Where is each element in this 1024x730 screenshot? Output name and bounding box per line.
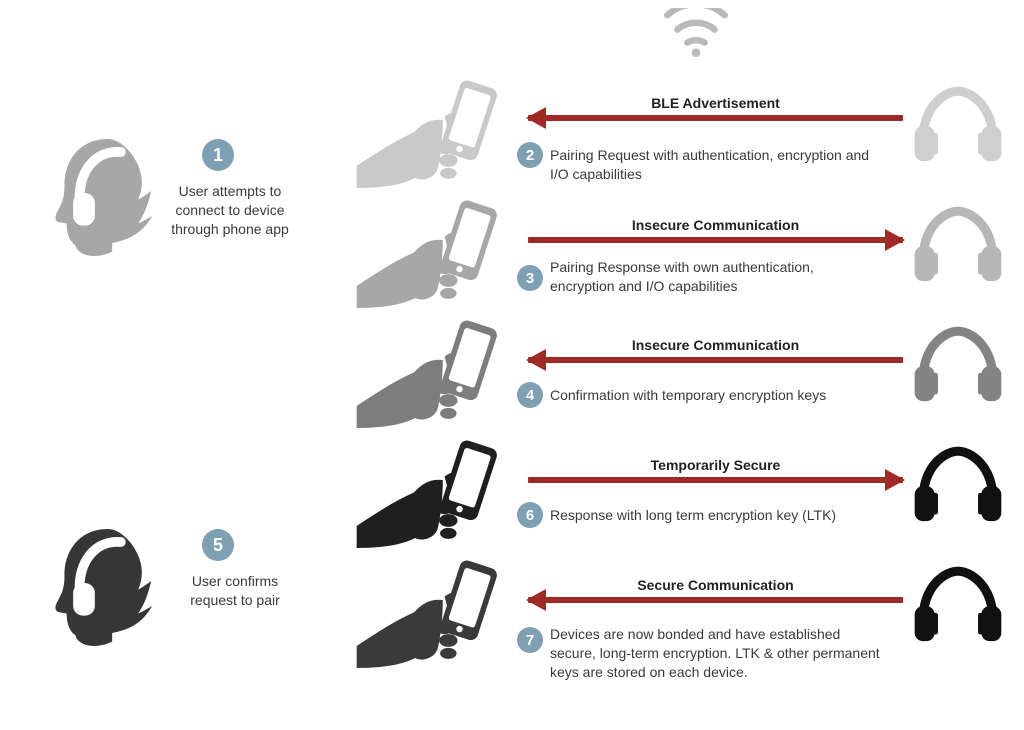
step-badge-3: 3 [517, 265, 543, 291]
arrow-label-3: Insecure Communication [528, 337, 903, 353]
step-badge-1: 1 [202, 139, 234, 171]
arrow-1: BLE Advertisement [528, 115, 903, 121]
arrow-3: Insecure Communication [528, 357, 903, 363]
step-text-2: Pairing Request with authentication, enc… [550, 146, 870, 184]
arrow-line [528, 237, 903, 243]
arrow-head-icon [526, 107, 546, 129]
step-badge-7: 7 [517, 627, 543, 653]
arrow-5: Secure Communication [528, 597, 903, 603]
step-badge-4: 4 [517, 382, 543, 408]
step-badge-6: 6 [517, 502, 543, 528]
arrow-line [528, 597, 903, 603]
arrow-head-icon [885, 229, 905, 251]
arrow-line [528, 477, 903, 483]
arrow-line [528, 357, 903, 363]
arrow-label-4: Temporarily Secure [528, 457, 903, 473]
arrow-4: Temporarily Secure [528, 477, 903, 483]
headphones-icon-2 [908, 202, 1008, 287]
phone-hand-icon-1 [355, 78, 505, 188]
headphones-icon-1 [908, 82, 1008, 167]
headphones-icon-5 [908, 562, 1008, 647]
headphones-icon-4 [908, 442, 1008, 527]
step-text-1: User attempts to connect to device throu… [155, 182, 305, 239]
phone-hand-icon-3 [355, 318, 505, 428]
arrow-label-1: BLE Advertisement [528, 95, 903, 111]
step-badge-2: 2 [517, 142, 543, 168]
step-text-4: Confirmation with temporary encryption k… [550, 386, 870, 405]
user-head-2 [45, 520, 175, 655]
phone-hand-icon-5 [355, 558, 505, 668]
phone-hand-icon-4 [355, 438, 505, 548]
arrow-head-icon [526, 589, 546, 611]
arrow-2: Insecure Communication [528, 237, 903, 243]
broadcast-icon [660, 8, 732, 60]
arrow-line [528, 115, 903, 121]
headphones-icon-3 [908, 322, 1008, 407]
step-text-6: Response with long term encryption key (… [550, 506, 870, 525]
step-badge-5: 5 [202, 529, 234, 561]
arrow-head-icon [885, 469, 905, 491]
step-text-3: Pairing Response with own authentication… [550, 258, 870, 296]
arrow-label-5: Secure Communication [528, 577, 903, 593]
arrow-head-icon [526, 349, 546, 371]
arrow-label-2: Insecure Communication [528, 217, 903, 233]
phone-hand-icon-2 [355, 198, 505, 308]
step-text-7: Devices are now bonded and have establis… [550, 625, 890, 682]
ble-pairing-diagram: BLE Advertisement Insecure Communication I… [0, 0, 1024, 730]
step-text-5: User confirms request to pair [170, 572, 300, 610]
